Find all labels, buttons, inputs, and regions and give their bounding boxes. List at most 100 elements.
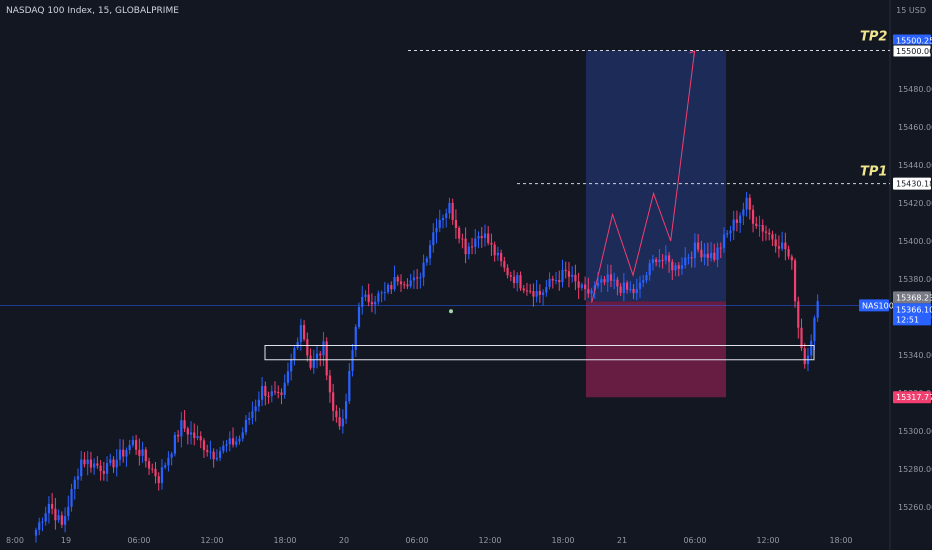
candle-body <box>781 242 784 249</box>
candle-body <box>658 259 661 263</box>
candle-body <box>99 465 102 471</box>
candle-body <box>206 450 209 452</box>
candle-body <box>567 271 571 277</box>
candle-body <box>396 276 399 282</box>
candle-body <box>254 406 257 412</box>
candle-body <box>219 451 222 458</box>
price-tick-label: 15300.00 <box>898 427 932 436</box>
candle-body <box>412 277 416 281</box>
price-axis[interactable]: 15260.0015280.0015300.0015320.0015340.00… <box>898 47 932 512</box>
candle-body <box>341 418 344 427</box>
candle-body <box>548 278 551 288</box>
candle-body <box>270 391 273 397</box>
candle-body <box>38 522 41 530</box>
candle-body <box>67 506 70 517</box>
candle-body <box>93 463 96 468</box>
candle-body <box>441 217 445 221</box>
candle-body <box>212 451 215 460</box>
candle-body <box>432 232 435 246</box>
candle-body <box>183 420 186 429</box>
candle-body <box>606 274 609 283</box>
projection-path[interactable] <box>591 50 696 302</box>
candle-body <box>428 245 432 259</box>
candle-body <box>196 436 199 439</box>
candle-body <box>209 451 212 453</box>
candle-body <box>609 274 613 281</box>
candle-body <box>248 418 251 420</box>
candle-body <box>422 262 425 278</box>
candlestick-series[interactable] <box>34 191 819 543</box>
candle-body <box>86 459 89 465</box>
candle-body <box>122 449 125 457</box>
candle-body <box>435 227 438 233</box>
candle-body <box>625 282 629 290</box>
candle-body <box>109 459 112 464</box>
candle-body <box>70 489 73 507</box>
candle-body <box>170 453 173 458</box>
candle-body <box>810 340 813 356</box>
candle-body <box>777 246 780 249</box>
candle-body <box>755 223 758 227</box>
time-tick-label: 12:00 <box>478 536 501 545</box>
candle-body <box>722 234 726 249</box>
candle-body <box>222 445 225 452</box>
candle-body <box>261 385 264 400</box>
candle-body <box>63 516 67 525</box>
candle-body <box>328 375 332 393</box>
price-tick-label: 15480.00 <box>898 85 932 94</box>
time-axis[interactable]: 8:00 19 06:00 12:00 18:00 20 06:00 12:00 18:00 21… <box>6 536 853 545</box>
candle-body <box>574 274 577 282</box>
demand-zone-rectangle[interactable] <box>264 345 815 361</box>
tag-entry: 15368.23 <box>896 293 932 302</box>
candle-body <box>51 503 54 509</box>
candle-body <box>671 261 674 271</box>
candle-body <box>451 202 454 220</box>
candle-body <box>774 239 777 247</box>
candle-body <box>687 257 690 259</box>
candle-body <box>351 350 354 371</box>
candle-body <box>619 286 622 293</box>
candle-body <box>677 265 680 269</box>
candle-body <box>344 401 348 419</box>
time-tick-label: 19 <box>61 536 71 545</box>
candle-body <box>235 441 238 445</box>
tp2-label: TP2 <box>860 30 887 45</box>
candle-body <box>748 197 751 210</box>
candle-body <box>251 411 254 419</box>
candle-body <box>480 236 483 239</box>
candle-body <box>83 459 86 465</box>
time-tick-label: 18:00 <box>551 536 574 545</box>
time-tick-label: 06:00 <box>127 536 150 545</box>
time-tick-label: 06:00 <box>405 536 428 545</box>
tp1-label: TP1 <box>860 165 887 180</box>
candle-body <box>34 529 38 536</box>
loss-zone[interactable] <box>586 301 726 398</box>
candle-body <box>771 234 774 240</box>
candle-body <box>105 463 109 474</box>
candle-body <box>283 382 286 395</box>
candle-body <box>764 231 768 233</box>
candle-body <box>199 436 202 441</box>
candle-body <box>354 326 357 351</box>
candle-body <box>603 279 606 283</box>
candle-body <box>403 284 406 286</box>
candle-body <box>525 290 529 292</box>
candle-body <box>41 521 44 523</box>
candle-body <box>177 434 180 437</box>
candle-body <box>393 276 396 290</box>
candle-body <box>225 444 228 446</box>
candle-body <box>73 479 76 490</box>
candle-body <box>164 465 167 468</box>
candle-body <box>138 449 141 456</box>
candle-body <box>332 392 335 411</box>
candle-body <box>742 209 745 216</box>
candle-body <box>54 508 57 521</box>
price-tick-label: 15280.00 <box>898 465 932 474</box>
candle-body <box>551 278 554 281</box>
candle-body <box>173 434 176 454</box>
candle-body <box>800 327 803 349</box>
candle-body <box>374 301 377 305</box>
candle-body <box>816 300 819 318</box>
candle-body <box>461 238 464 240</box>
